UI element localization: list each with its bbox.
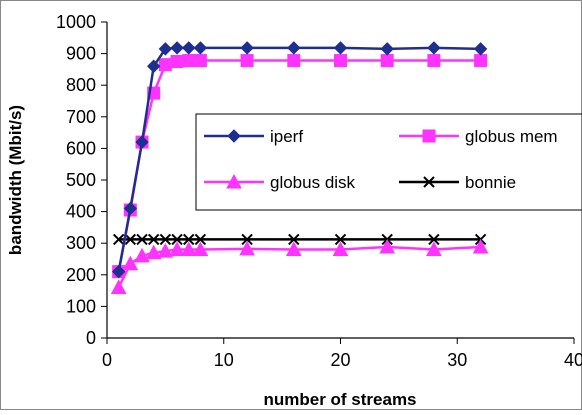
data-point [147, 233, 160, 246]
data-point [158, 42, 173, 56]
data-point [285, 241, 302, 257]
data-point [158, 58, 172, 72]
legend-marker [227, 129, 241, 143]
y-tick-label: 700 [66, 107, 96, 127]
x-tick-label: 0 [102, 350, 112, 370]
data-point [170, 55, 184, 68]
data-point [240, 41, 254, 55]
y-tick-label: 900 [66, 44, 96, 64]
x-tick-label: 20 [330, 350, 350, 370]
legend-label: globus disk [270, 173, 356, 192]
data-point [136, 233, 148, 246]
series-globus-disk [110, 238, 489, 294]
data-point [288, 233, 300, 246]
data-point [194, 233, 207, 246]
data-point [159, 233, 172, 246]
x-axis-title: number of streams [263, 390, 416, 409]
ticks: 0 100 200 300 400 500 600 700 800 900 1000 0 10 20 30 4… [56, 12, 582, 370]
legend-box [195, 113, 582, 211]
x-tick-label: 10 [214, 350, 234, 370]
data-point [192, 241, 209, 257]
data-point [287, 54, 301, 68]
data-point [333, 41, 348, 55]
data-point [183, 233, 195, 246]
y-tick-label: 600 [66, 138, 96, 158]
data-point [124, 233, 137, 246]
legend-label: globus mem [465, 127, 558, 146]
data-point [110, 279, 127, 294]
y-tick-label: 200 [66, 265, 96, 285]
legend-marker [226, 173, 242, 189]
series-bonnie [112, 233, 487, 246]
legend-entry: globus mem [399, 127, 558, 146]
data-point [123, 201, 138, 216]
data-point [334, 54, 347, 68]
y-tick-label: 100 [66, 296, 96, 316]
legend: iperf globus mem globus disk bonnie [195, 113, 582, 211]
y-tick-label: 1000 [56, 12, 96, 32]
y-tick-label: 400 [66, 202, 96, 222]
legend-entry: bonnie [399, 173, 516, 192]
x-tick-label: 30 [447, 350, 467, 370]
data-point [379, 238, 396, 254]
data-point [145, 244, 162, 260]
data-point [182, 41, 196, 55]
y-tick-label: 0 [86, 328, 96, 348]
data-point [193, 54, 207, 68]
x-tick-label: 40 [564, 350, 582, 370]
legend-entry: globus disk [204, 173, 356, 192]
y-tick-label: 300 [66, 233, 96, 253]
data-point [380, 42, 394, 56]
series-layer [110, 41, 489, 294]
data-point [170, 41, 184, 55]
y-tick-label: 500 [66, 170, 96, 190]
data-point [146, 59, 161, 73]
data-point [472, 238, 489, 254]
y-tick-label: 800 [66, 75, 96, 95]
data-point [180, 241, 197, 257]
legend-label: iperf [270, 127, 303, 146]
data-point [134, 247, 150, 263]
data-point [122, 255, 139, 271]
data-point [157, 243, 174, 258]
data-point [182, 54, 196, 68]
data-point [334, 233, 347, 246]
data-point [169, 241, 185, 257]
data-point [135, 135, 149, 149]
data-point [287, 41, 301, 55]
data-point [241, 233, 253, 246]
legend-marker [423, 176, 435, 188]
legend-label: bonnie [465, 173, 516, 192]
data-point [474, 54, 488, 68]
legend-entry: iperf [204, 127, 303, 146]
data-point [427, 41, 441, 55]
data-point [428, 233, 440, 246]
data-point [193, 41, 208, 55]
data-point [240, 54, 254, 68]
series-iperf [111, 41, 488, 279]
y-axis-title: bandwidth (Mbit/s) [6, 105, 25, 255]
data-point [380, 54, 394, 68]
data-point [171, 233, 183, 246]
data-point [473, 42, 488, 56]
legend-marker [422, 129, 436, 143]
data-point [112, 233, 125, 246]
data-point [332, 241, 349, 257]
data-point [427, 54, 441, 68]
data-point [239, 240, 255, 256]
data-point [111, 264, 126, 279]
data-point [426, 241, 442, 257]
